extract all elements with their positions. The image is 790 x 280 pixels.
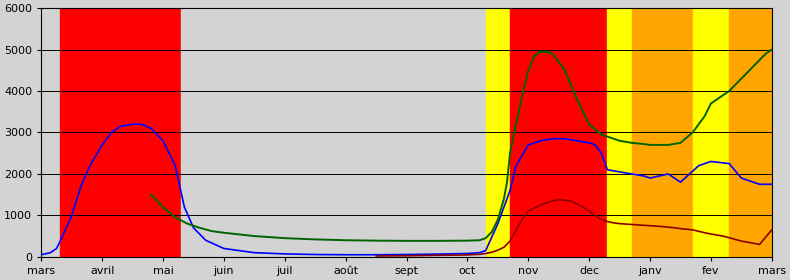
Bar (693, 8, 729, 257)
Bar (182, 8, 486, 257)
Bar (41, 8, 59, 257)
Bar (608, 8, 632, 257)
Bar (59, 8, 182, 257)
Bar (486, 8, 510, 257)
Bar (632, 8, 693, 257)
Bar (510, 8, 608, 257)
Bar (729, 8, 772, 257)
